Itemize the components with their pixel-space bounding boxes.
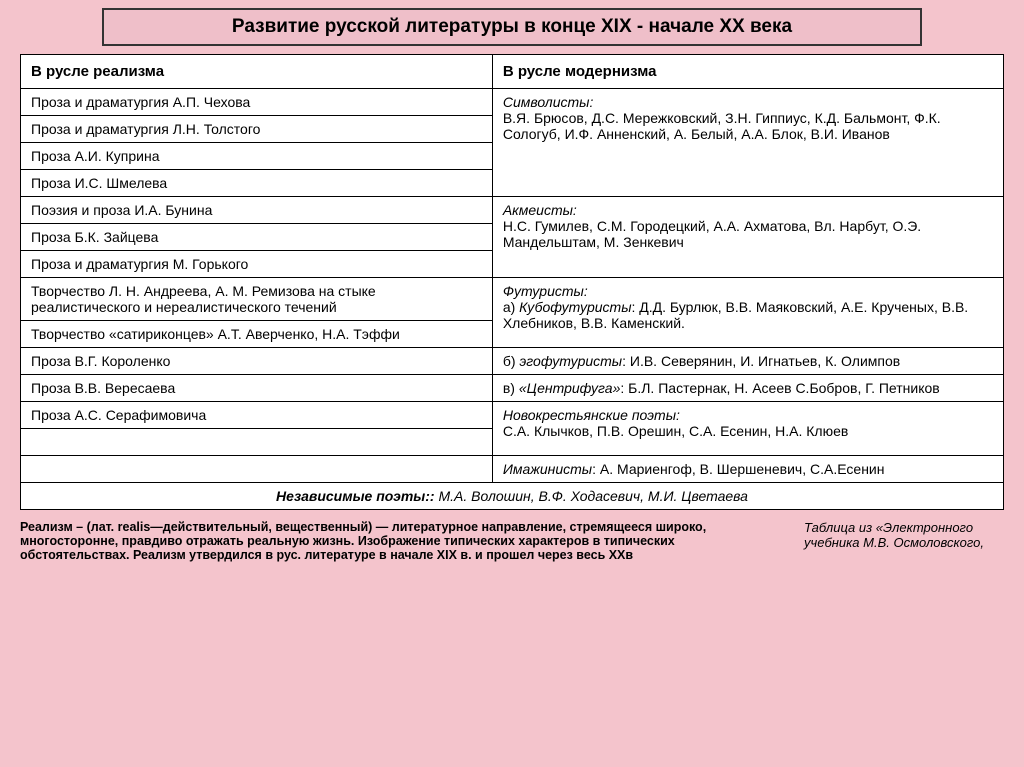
page-title: Развитие русской литературы в конце XIX … [102,8,922,46]
realism-cell: Поэзия и проза И.А. Бунина [21,197,493,224]
realism-cell: Проза и драматургия М. Горького [21,251,493,278]
sub-body: : И.В. Северянин, И. Игнатьев, К. Олимпо… [622,353,900,369]
header-modernism: В русле модернизма [492,55,1003,89]
footer-row: Независимые поэты:: М.А. Волошин, В.Ф. Х… [21,483,1004,510]
table-row: Проза В.Г. Короленко б) эгофутуристы: И.… [21,348,1004,375]
sub-name: эгофутуристы [519,353,622,369]
table-row: Проза А.С. Серафимовича Новокрестьянские… [21,402,1004,429]
modernism-cell-futurists-b: б) эгофутуристы: И.В. Северянин, И. Игна… [492,348,1003,375]
realism-cell: Творчество Л. Н. Андреева, А. М. Ремизов… [21,278,493,321]
realism-definition: Реализм – (лат. realis—действительный, в… [20,520,780,562]
sub-name: «Центрифуга» [519,380,621,396]
sub-label: а) [503,299,519,315]
modernism-cell-imaginists: Имажинисты: А. Мариенгоф, В. Шершеневич,… [492,456,1003,483]
realism-cell: Проза В.В. Вересаева [21,375,493,402]
table-source: Таблица из «Электронного учебника М.В. О… [804,520,1004,562]
realism-cell: Проза и драматургия А.П. Чехова [21,89,493,116]
realism-cell: Проза В.Г. Короленко [21,348,493,375]
realism-cell-empty [21,429,493,456]
realism-cell: Творчество «сатириконцев» А.Т. Аверченко… [21,321,493,348]
group-body: В.Я. Брюсов, Д.С. Мережковский, З.Н. Гип… [503,110,941,142]
table-row: Проза и драматургия А.П. Чехова Символис… [21,89,1004,116]
group-title: Акмеисты: [503,202,577,218]
realism-cell-empty [21,456,493,483]
modernism-cell-peasant-poets: Новокрестьянские поэты: С.А. Клычков, П.… [492,402,1003,456]
modernism-cell-acmeists: Акмеисты: Н.С. Гумилев, С.М. Городецкий,… [492,197,1003,278]
modernism-cell-futurists-a: Футуристы: а) Кубофутуристы: Д.Д. Бурлюк… [492,278,1003,348]
table-row: Творчество Л. Н. Андреева, А. М. Ремизов… [21,278,1004,321]
group-title: Символисты: [503,94,594,110]
group-title: Имажинисты [503,461,592,477]
table-row: Имажинисты: А. Мариенгоф, В. Шершеневич,… [21,456,1004,483]
sub-label: в) [503,380,519,396]
group-body: : А. Мариенгоф, В. Шершеневич, С.А.Есени… [592,461,884,477]
realism-cell: Проза И.С. Шмелева [21,170,493,197]
group-title: Новокрестьянские поэты: [503,407,680,423]
realism-cell: Проза Б.К. Зайцева [21,224,493,251]
header-realism: В русле реализма [21,55,493,89]
sub-body: : Б.Л. Пастернак, Н. Асеев С.Бобров, Г. … [620,380,939,396]
realism-cell: Проза А.И. Куприна [21,143,493,170]
literature-table: В русле реализма В русле модернизма Проз… [20,54,1004,510]
footer-body: М.А. Волошин, В.Ф. Ходасевич, М.И. Цвета… [435,488,748,504]
sub-label: б) [503,353,520,369]
sub-name: Кубофутуристы [519,299,631,315]
table-row: Проза В.В. Вересаева в) «Центрифуга»: Б.… [21,375,1004,402]
group-body: С.А. Клычков, П.В. Орешин, С.А. Есенин, … [503,423,849,439]
group-body: Н.С. Гумилев, С.М. Городецкий, А.А. Ахма… [503,218,921,250]
independent-poets: Независимые поэты:: М.А. Волошин, В.Ф. Х… [21,483,1004,510]
realism-cell: Проза и драматургия Л.Н. Толстого [21,116,493,143]
modernism-cell-futurists-c: в) «Центрифуга»: Б.Л. Пастернак, Н. Асее… [492,375,1003,402]
table-row: Поэзия и проза И.А. Бунина Акмеисты: Н.С… [21,197,1004,224]
bottom-area: Реализм – (лат. realis—действительный, в… [20,520,1004,562]
footer-label: Независимые поэты:: [276,488,435,504]
modernism-cell-symbolists: Символисты: В.Я. Брюсов, Д.С. Мережковск… [492,89,1003,197]
group-title: Футуристы: [503,283,588,299]
header-row: В русле реализма В русле модернизма [21,55,1004,89]
realism-cell: Проза А.С. Серафимовича [21,402,493,429]
